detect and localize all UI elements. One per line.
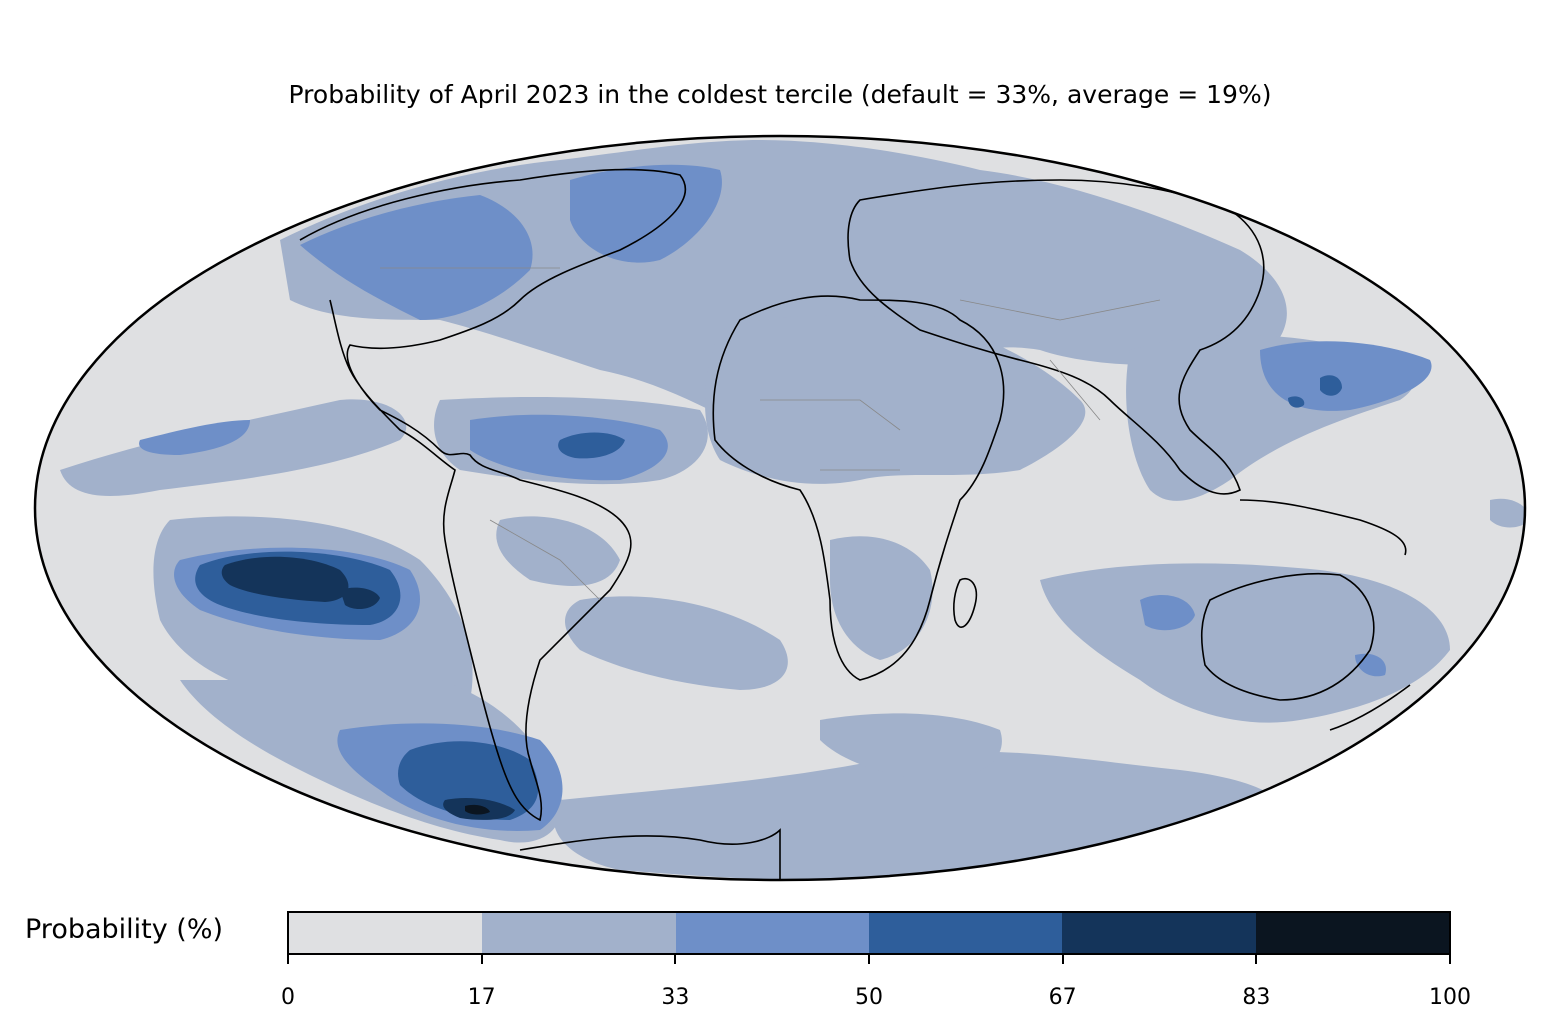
- colorbar-tick-2: [674, 955, 677, 964]
- colorbar-tick-label-1: 17: [467, 985, 496, 1010]
- colorbar-bin-0: [289, 913, 483, 953]
- colorbar-tick-1: [480, 955, 483, 964]
- colorbar-tick-label-6: 100: [1429, 985, 1471, 1010]
- colorbar: [287, 911, 1451, 955]
- colorbar-bin-5: [1255, 913, 1449, 953]
- probability-contours: [60, 140, 1525, 880]
- colorbar-tick-6: [1449, 955, 1451, 964]
- coastlines: [299, 168, 1411, 880]
- colorbar-tick-label-0: 0: [281, 985, 295, 1010]
- contour-83-100: [465, 804, 490, 815]
- colorbar-tick-label-4: 67: [1048, 985, 1077, 1010]
- map-outline: [33, 134, 1527, 882]
- colorbar-tick-5: [1255, 955, 1258, 964]
- world-map: [33, 134, 1527, 882]
- colorbar-bin-3: [868, 913, 1063, 953]
- colorbar-tick-label-5: 83: [1242, 985, 1271, 1010]
- contour-67-83: [221, 556, 515, 820]
- colorbar-bin-2: [675, 913, 869, 953]
- colorbar-tick-0: [287, 955, 289, 964]
- colorbar-bin-4: [1062, 913, 1256, 953]
- colorbar-bin-1: [482, 913, 676, 953]
- colorbar-tick-label-3: 50: [855, 985, 883, 1010]
- colorbar-tick-3: [868, 955, 870, 964]
- country-borders: [380, 267, 1161, 601]
- colorbar-tick-label-2: 33: [661, 985, 690, 1010]
- colorbar-label: Probability (%): [25, 914, 224, 945]
- colorbar-tick-4: [1061, 955, 1064, 964]
- map-title: Probability of April 2023 in the coldest…: [288, 80, 1272, 109]
